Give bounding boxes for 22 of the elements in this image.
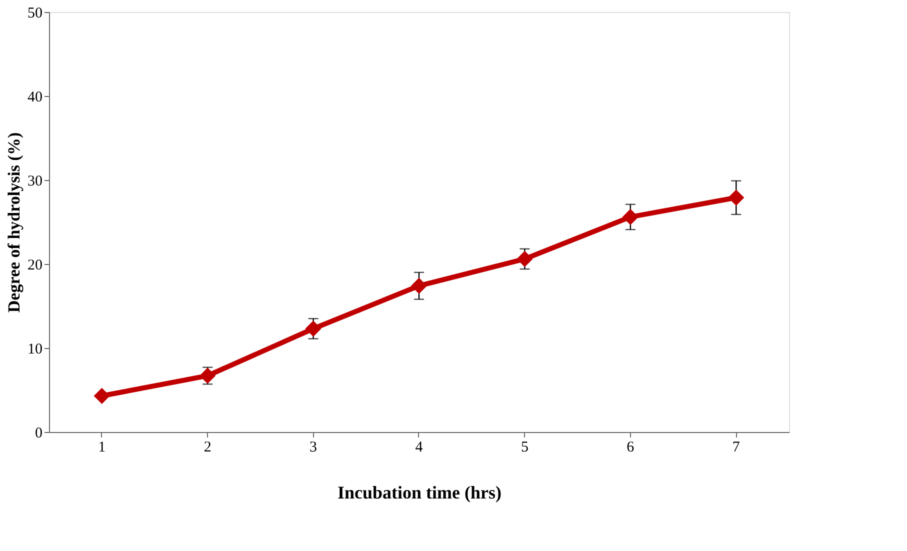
x-axis-title: Incubation time (hrs) (337, 482, 502, 502)
x-tick-label: 3 (310, 440, 318, 456)
point (410, 278, 428, 294)
x-tick-label: 1 (98, 440, 106, 456)
y-tick-label: 50 (28, 6, 42, 22)
point (516, 250, 533, 268)
x-tick-label: 7 (732, 440, 740, 456)
point (200, 368, 216, 384)
x-tick-label: 5 (520, 440, 528, 456)
x-tick-label: 6 (626, 440, 635, 456)
point (622, 208, 638, 226)
x-tick-label: 2 (204, 440, 212, 456)
y-tick-label: 40 (28, 90, 42, 106)
y-tick-label: 10 (28, 342, 42, 358)
x-tick-label: 4 (415, 440, 424, 456)
y-tick-label: 30 (28, 174, 42, 190)
point (728, 190, 744, 206)
point (94, 388, 110, 404)
y-tick-label: 0 (35, 426, 42, 442)
point (305, 320, 322, 337)
y-tick-label: 20 (28, 258, 42, 274)
y-axis-title: Degree of hydrolysis (%) (4, 132, 24, 313)
